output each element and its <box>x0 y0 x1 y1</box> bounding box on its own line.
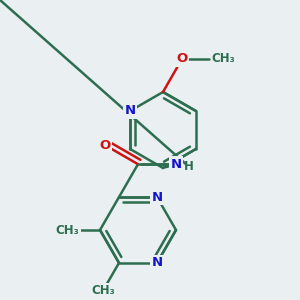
Text: CH₃: CH₃ <box>91 284 115 297</box>
Text: CH₃: CH₃ <box>56 224 80 236</box>
Text: O: O <box>100 139 111 152</box>
Text: N: N <box>152 190 163 204</box>
Text: CH₃: CH₃ <box>212 52 236 65</box>
Text: H: H <box>184 160 194 173</box>
Text: N: N <box>170 158 182 171</box>
Text: N: N <box>124 104 136 118</box>
Text: O: O <box>176 52 188 65</box>
Text: N: N <box>152 256 163 269</box>
